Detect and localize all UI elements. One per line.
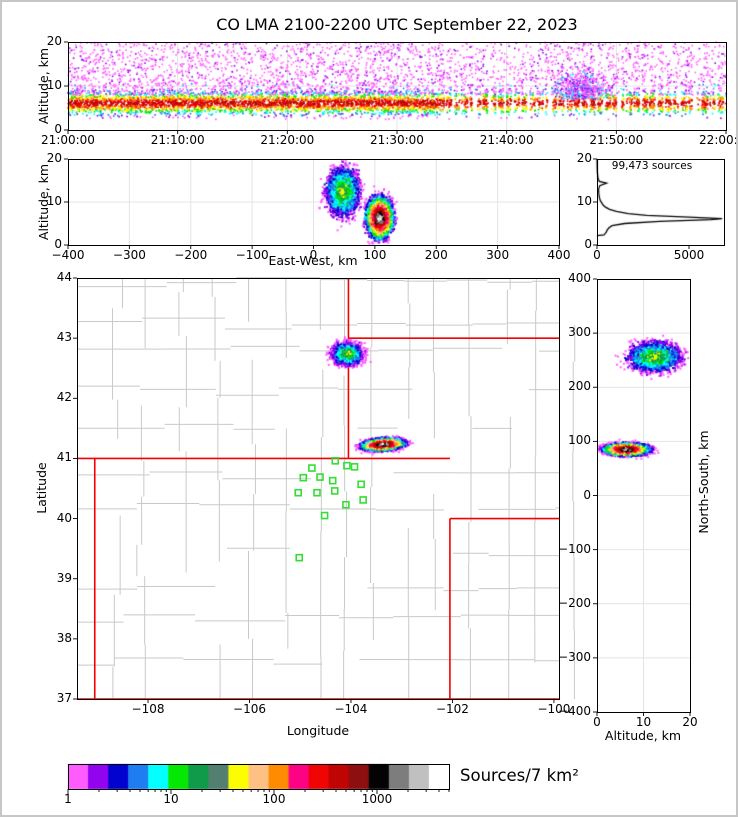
tick-label: 20 (682, 715, 698, 729)
tick-label: 21:40:00 (479, 133, 534, 147)
tick-label: 20 (576, 151, 592, 165)
tick-label: 38 (56, 630, 72, 645)
colorbar-label: Sources/7 km² (460, 766, 579, 785)
tick-label: 10 (46, 194, 62, 208)
tick-label: −300 (112, 248, 146, 262)
north-south-ylabel: North-South, km (696, 430, 712, 534)
tick-label: 200 (568, 379, 591, 394)
tick-label: 400 (547, 248, 571, 262)
tick-label: 10 (576, 194, 592, 208)
tick-label: −400 (51, 248, 85, 262)
tick-label: −100 (235, 248, 269, 262)
tick-label: 1 (64, 792, 72, 806)
tick-label: −102 (435, 702, 469, 716)
tick-label: 41 (56, 450, 72, 465)
tick-label: −100 (558, 541, 591, 556)
tick-label: −108 (131, 702, 165, 716)
tick-label: −400 (558, 704, 591, 718)
tick-label: 0 (309, 248, 318, 262)
tick-label: −200 (558, 595, 591, 610)
tick-label: 22:00:00 (699, 133, 738, 147)
tick-label: 200 (424, 248, 448, 262)
tick-label: 400 (568, 271, 591, 285)
tick-label: 10 (46, 78, 62, 92)
east-west-xlabel: East-West, km (268, 253, 358, 268)
tick-label: 100 (568, 433, 591, 448)
tick-label: 300 (486, 248, 510, 262)
tick-label: 20 (46, 151, 62, 165)
map-ylabel: Latitude (34, 462, 50, 514)
map-xlabel: Longitude (286, 723, 350, 738)
tick-label: 0 (584, 237, 592, 251)
tick-label: 43 (56, 330, 72, 345)
tick-label: 21:00:00 (41, 133, 95, 147)
north-south-xlabel: Altitude, km (604, 728, 682, 743)
figure-title: CO LMA 2100-2200 UTC September 22, 2023 (216, 15, 578, 34)
tick-label: 10 (635, 715, 652, 729)
tick-label: 21:50:00 (589, 133, 644, 147)
tick-label: −106 (233, 702, 266, 716)
tick-label: 20 (46, 34, 62, 48)
tick-label: 0 (583, 487, 591, 502)
tick-label: 21:30:00 (370, 133, 424, 147)
tick-label: 300 (568, 325, 591, 340)
tick-label: 100 (363, 248, 387, 262)
tick-label: 0 (54, 122, 62, 136)
tick-label: 39 (56, 570, 72, 585)
tick-label: 40 (56, 510, 72, 525)
tick-label: −100 (537, 702, 571, 716)
tick-label: −104 (334, 702, 368, 716)
tick-label: 21:10:00 (150, 133, 205, 147)
tick-label: 42 (56, 390, 72, 405)
tick-label: 100 (262, 792, 286, 806)
source-count-annotation: 99,473 sources (611, 160, 693, 172)
tick-label: 5000 (673, 248, 705, 262)
tick-label: −300 (558, 649, 591, 664)
tick-label: −200 (174, 248, 208, 262)
tick-label: 21:20:00 (260, 133, 315, 147)
tick-label: 0 (593, 248, 601, 262)
tick-label: 0 (54, 237, 62, 251)
tick-label: 1000 (361, 792, 393, 806)
tick-label: 44 (56, 270, 72, 284)
tick-label: 10 (163, 792, 179, 806)
tick-label: 0 (593, 715, 601, 729)
tick-label: 37 (56, 691, 72, 705)
